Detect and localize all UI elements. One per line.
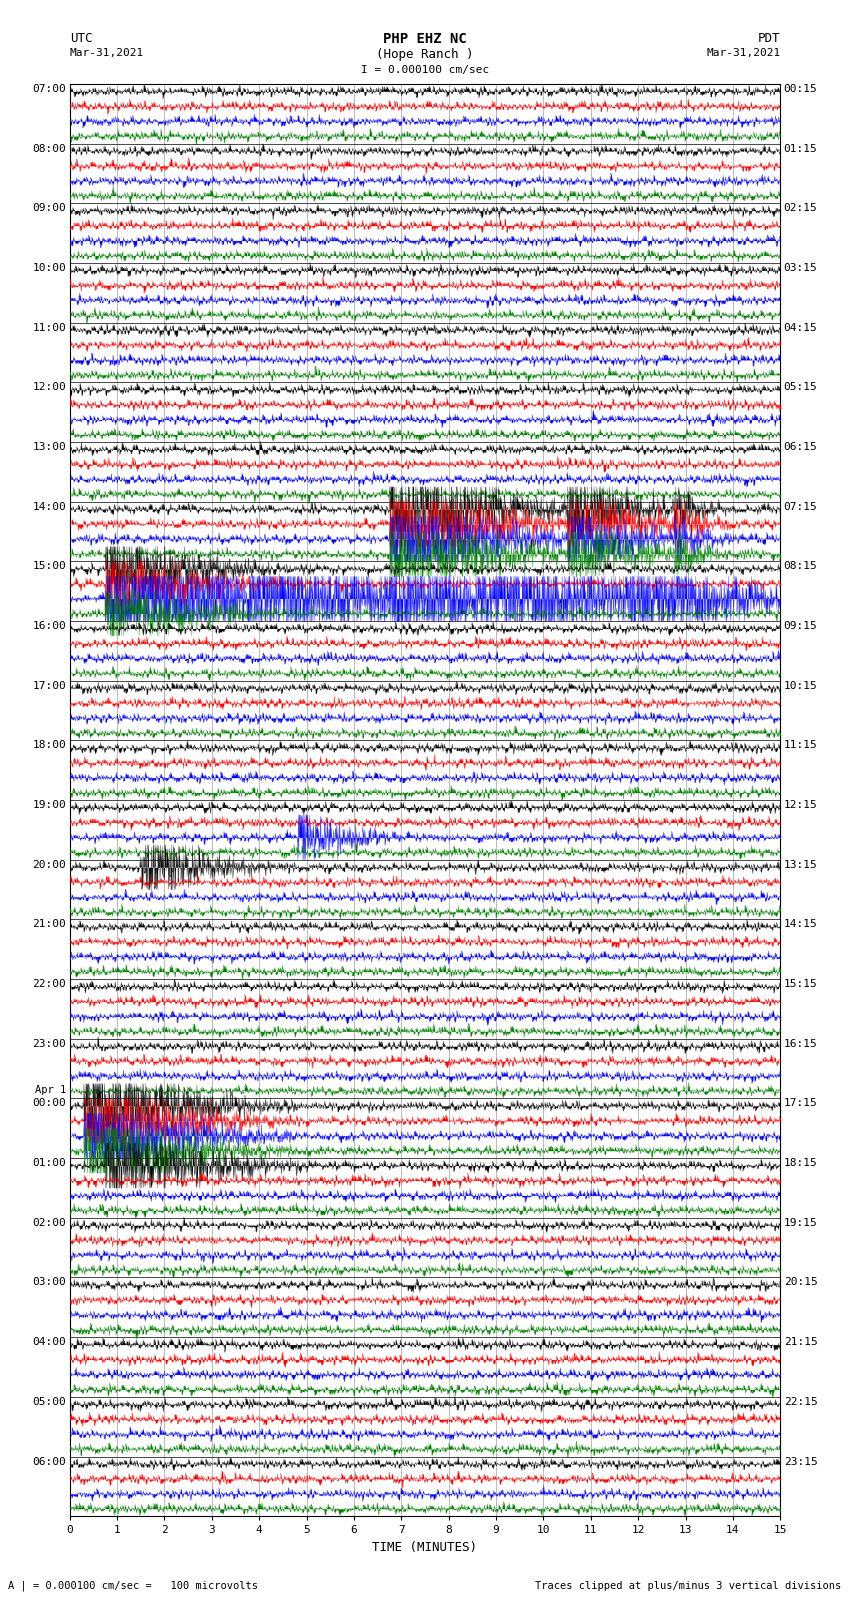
- Text: 18:00: 18:00: [32, 740, 66, 750]
- Text: 23:00: 23:00: [32, 1039, 66, 1048]
- Text: 19:15: 19:15: [784, 1218, 818, 1227]
- Text: Mar-31,2021: Mar-31,2021: [706, 48, 780, 58]
- Text: 11:15: 11:15: [784, 740, 818, 750]
- Text: 11:00: 11:00: [32, 323, 66, 332]
- Text: 06:00: 06:00: [32, 1457, 66, 1466]
- Text: 20:15: 20:15: [784, 1277, 818, 1287]
- Text: 18:15: 18:15: [784, 1158, 818, 1168]
- Text: 08:00: 08:00: [32, 144, 66, 153]
- Text: 23:15: 23:15: [784, 1457, 818, 1466]
- Text: 05:15: 05:15: [784, 382, 818, 392]
- Text: 13:00: 13:00: [32, 442, 66, 452]
- Text: 16:15: 16:15: [784, 1039, 818, 1048]
- Text: 02:15: 02:15: [784, 203, 818, 213]
- Text: 08:15: 08:15: [784, 561, 818, 571]
- Text: 01:00: 01:00: [32, 1158, 66, 1168]
- Text: 01:15: 01:15: [784, 144, 818, 153]
- Text: 10:00: 10:00: [32, 263, 66, 273]
- Text: I = 0.000100 cm/sec: I = 0.000100 cm/sec: [361, 65, 489, 74]
- Text: 10:15: 10:15: [784, 681, 818, 690]
- Text: 22:15: 22:15: [784, 1397, 818, 1407]
- Text: 21:15: 21:15: [784, 1337, 818, 1347]
- Text: UTC: UTC: [70, 32, 92, 45]
- Text: 03:00: 03:00: [32, 1277, 66, 1287]
- Text: 21:00: 21:00: [32, 919, 66, 929]
- X-axis label: TIME (MINUTES): TIME (MINUTES): [372, 1540, 478, 1553]
- Text: 09:15: 09:15: [784, 621, 818, 631]
- Text: 07:15: 07:15: [784, 502, 818, 511]
- Text: PDT: PDT: [758, 32, 780, 45]
- Text: 03:15: 03:15: [784, 263, 818, 273]
- Text: 00:15: 00:15: [784, 84, 818, 94]
- Text: 20:00: 20:00: [32, 860, 66, 869]
- Text: 00:00: 00:00: [32, 1098, 66, 1108]
- Text: 04:15: 04:15: [784, 323, 818, 332]
- Text: 14:15: 14:15: [784, 919, 818, 929]
- Text: 15:15: 15:15: [784, 979, 818, 989]
- Text: 12:15: 12:15: [784, 800, 818, 810]
- Text: Traces clipped at plus/minus 3 vertical divisions: Traces clipped at plus/minus 3 vertical …: [536, 1581, 842, 1590]
- Text: 17:00: 17:00: [32, 681, 66, 690]
- Text: PHP EHZ NC: PHP EHZ NC: [383, 32, 467, 47]
- Text: 14:00: 14:00: [32, 502, 66, 511]
- Text: 15:00: 15:00: [32, 561, 66, 571]
- Text: 17:15: 17:15: [784, 1098, 818, 1108]
- Text: 12:00: 12:00: [32, 382, 66, 392]
- Text: 05:00: 05:00: [32, 1397, 66, 1407]
- Text: 09:00: 09:00: [32, 203, 66, 213]
- Text: 16:00: 16:00: [32, 621, 66, 631]
- Text: A | = 0.000100 cm/sec =   100 microvolts: A | = 0.000100 cm/sec = 100 microvolts: [8, 1581, 258, 1592]
- Text: Mar-31,2021: Mar-31,2021: [70, 48, 144, 58]
- Text: 04:00: 04:00: [32, 1337, 66, 1347]
- Text: (Hope Ranch ): (Hope Ranch ): [377, 48, 473, 61]
- Text: 13:15: 13:15: [784, 860, 818, 869]
- Text: 07:00: 07:00: [32, 84, 66, 94]
- Text: 19:00: 19:00: [32, 800, 66, 810]
- Text: Apr 1: Apr 1: [35, 1086, 66, 1095]
- Text: 06:15: 06:15: [784, 442, 818, 452]
- Text: 22:00: 22:00: [32, 979, 66, 989]
- Text: 02:00: 02:00: [32, 1218, 66, 1227]
